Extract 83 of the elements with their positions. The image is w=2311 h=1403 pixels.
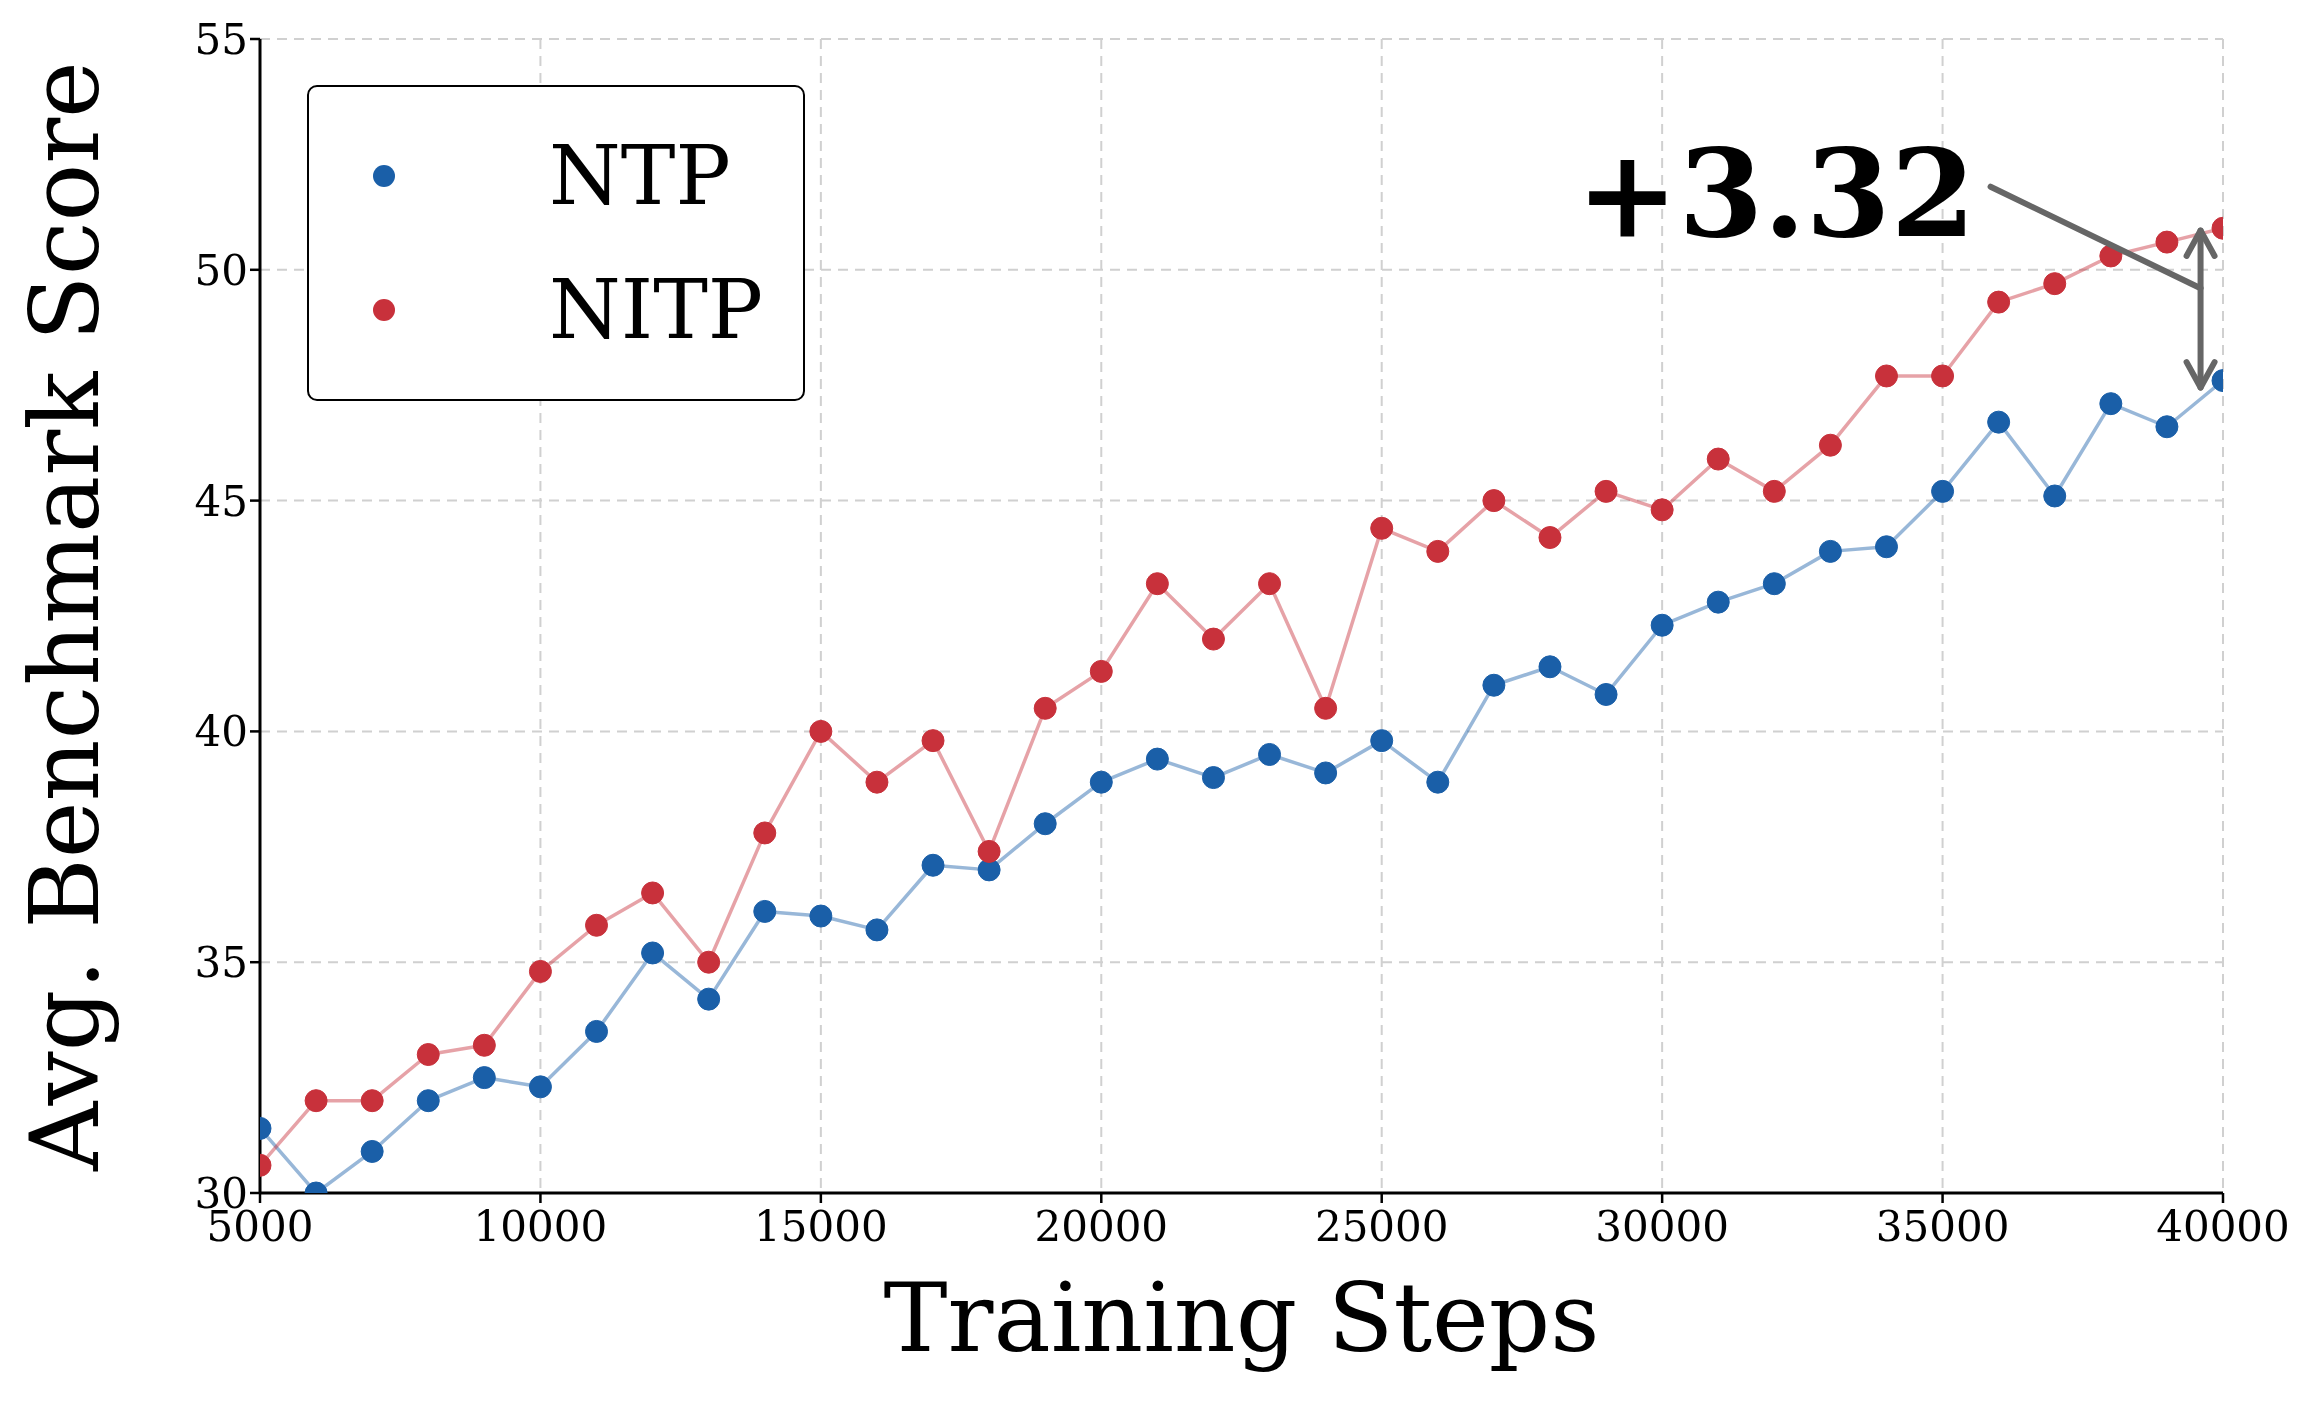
- point: [697, 987, 721, 1011]
- point: [1931, 364, 1955, 388]
- point: [1594, 479, 1618, 503]
- point: [1987, 410, 2011, 434]
- point: [416, 1043, 440, 1067]
- point: [753, 821, 777, 845]
- x-tick-label: 10000: [473, 1201, 608, 1251]
- point: [1033, 696, 1057, 720]
- point: [1089, 770, 1113, 794]
- point: [1145, 572, 1169, 596]
- point: [641, 941, 665, 965]
- x-tick-label: 25000: [1314, 1201, 1449, 1251]
- point: [1762, 572, 1786, 596]
- point: [865, 770, 889, 794]
- point: [1033, 812, 1057, 836]
- point: [1426, 539, 1450, 563]
- point: [977, 858, 1001, 882]
- point: [2099, 392, 2123, 416]
- point: [1874, 364, 1898, 388]
- point: [1987, 290, 2011, 314]
- x-tick-label: 40000: [2156, 1201, 2290, 1251]
- point: [753, 899, 777, 923]
- x-tick-label: 20000: [1034, 1201, 1169, 1251]
- point: [1482, 673, 1506, 697]
- point: [1201, 766, 1225, 790]
- point: [1818, 433, 1842, 457]
- annotation: +3.32: [1576, 121, 1976, 265]
- point: [1931, 479, 1955, 503]
- point: [528, 959, 552, 983]
- y-tick-label: 45: [194, 476, 248, 526]
- point: [360, 1089, 384, 1113]
- point: [697, 950, 721, 974]
- point: [2155, 415, 2179, 439]
- y-axis-title: Avg. Benchmark Score: [9, 61, 122, 1172]
- point: [921, 853, 945, 877]
- point: [585, 913, 609, 937]
- point: [1482, 489, 1506, 513]
- point: [1538, 655, 1562, 679]
- point: [809, 904, 833, 928]
- point: [1370, 729, 1394, 753]
- point: [1089, 659, 1113, 683]
- point: [1314, 696, 1338, 720]
- legend-label: NTP: [549, 127, 731, 225]
- point: [1314, 761, 1338, 785]
- y-tick-label: 40: [194, 707, 248, 757]
- point: [921, 729, 945, 753]
- x-tick-label: 30000: [1595, 1201, 1729, 1251]
- point: [1706, 447, 1730, 471]
- point: [1594, 682, 1618, 706]
- point: [1650, 498, 1674, 522]
- point: [1258, 572, 1282, 596]
- point: [1762, 479, 1786, 503]
- y-tick-label: 50: [194, 245, 248, 295]
- point: [416, 1089, 440, 1113]
- point: [2043, 484, 2067, 508]
- legend-label: NITP: [549, 261, 764, 359]
- point: [1426, 770, 1450, 794]
- point: [1538, 526, 1562, 550]
- point: [1258, 742, 1282, 766]
- point: [304, 1089, 328, 1113]
- point: [1874, 535, 1898, 559]
- point: [1706, 590, 1730, 614]
- point: [360, 1139, 384, 1163]
- point: [2155, 230, 2179, 254]
- point: [1145, 747, 1169, 771]
- point: [1370, 516, 1394, 540]
- point: [865, 918, 889, 942]
- point: [1818, 539, 1842, 563]
- x-tick-label: 35000: [1875, 1201, 2010, 1251]
- point: [977, 839, 1001, 863]
- point: [641, 881, 665, 905]
- point: [472, 1033, 496, 1057]
- point: [1650, 613, 1674, 637]
- point: [2043, 272, 2067, 296]
- point: [528, 1075, 552, 1099]
- point: [585, 1019, 609, 1043]
- x-axis-title: Training Steps: [883, 1262, 1600, 1374]
- point: [1201, 627, 1225, 651]
- point: [809, 719, 833, 743]
- point: [472, 1066, 496, 1090]
- y-tick-label: 35: [194, 938, 248, 988]
- y-tick-label: 55: [194, 14, 248, 64]
- x-tick-label: 15000: [754, 1201, 888, 1251]
